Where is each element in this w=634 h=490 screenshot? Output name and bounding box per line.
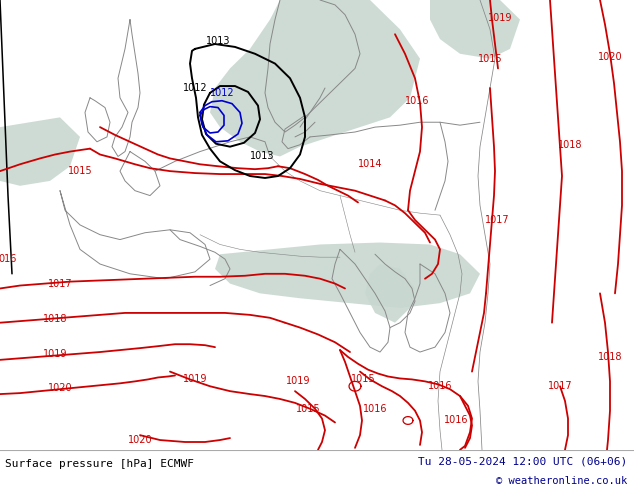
Text: 1018: 1018: [42, 314, 67, 324]
Text: 1018: 1018: [598, 352, 622, 362]
Text: 1012: 1012: [183, 83, 207, 93]
Text: 1016: 1016: [428, 381, 452, 391]
Text: 1015: 1015: [477, 54, 502, 64]
Text: 1017: 1017: [484, 215, 509, 225]
Text: 1020: 1020: [127, 435, 152, 445]
Text: 1012: 1012: [210, 88, 235, 98]
Text: 1020: 1020: [598, 52, 623, 62]
Text: 1015: 1015: [68, 166, 93, 176]
Text: © weatheronline.co.uk: © weatheronline.co.uk: [496, 476, 628, 486]
Text: 1019: 1019: [488, 13, 512, 23]
Text: 1017: 1017: [48, 279, 72, 289]
Text: 1013: 1013: [250, 151, 275, 162]
Text: 1019: 1019: [42, 349, 67, 359]
Text: 1020: 1020: [48, 383, 72, 393]
Text: 016: 016: [0, 254, 17, 264]
Text: Surface pressure [hPa] ECMWF: Surface pressure [hPa] ECMWF: [5, 459, 194, 469]
Text: Tu 28-05-2024 12:00 UTC (06+06): Tu 28-05-2024 12:00 UTC (06+06): [418, 456, 628, 466]
Text: 1018: 1018: [558, 140, 582, 150]
Text: 1015: 1015: [351, 374, 375, 385]
Text: 1016: 1016: [444, 416, 469, 425]
Text: 1016: 1016: [404, 96, 429, 106]
Text: 1013: 1013: [206, 36, 230, 46]
Text: 1015: 1015: [295, 404, 320, 414]
Text: 1019: 1019: [286, 376, 310, 387]
Text: 1017: 1017: [548, 381, 573, 391]
Text: 1019: 1019: [183, 374, 207, 385]
Text: 1016: 1016: [363, 404, 387, 414]
Text: 1014: 1014: [358, 159, 382, 169]
